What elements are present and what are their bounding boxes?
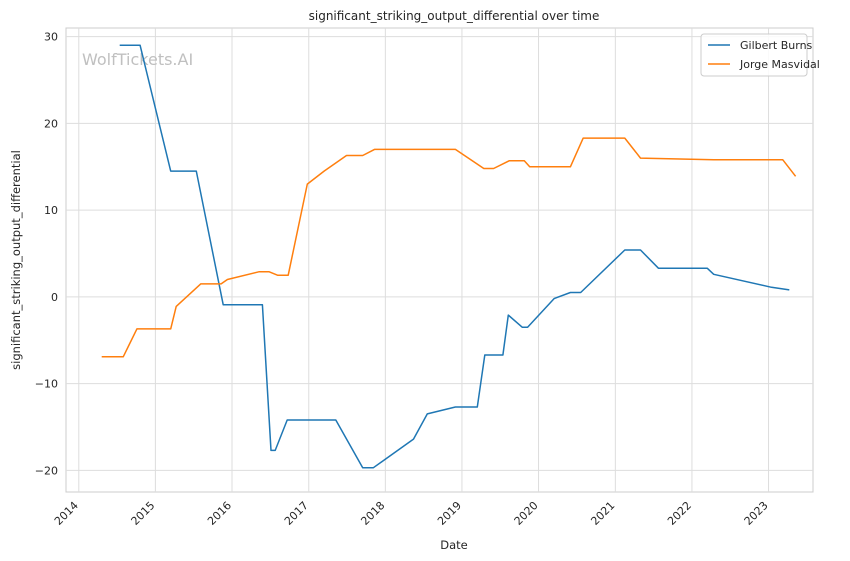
y-tick-label: 0 [51,291,58,304]
x-tick-label: 2020 [512,499,541,528]
plot-area: WolfTickets.AI [65,27,814,493]
y-axis-label: significant_striking_output_differential [9,150,23,370]
y-tick-label: −20 [35,464,58,477]
y-tick-label: 30 [44,31,58,44]
x-tick-label: 2023 [742,499,771,528]
y-tick-label: −10 [35,378,58,391]
x-tick-label: 2015 [129,499,158,528]
x-tick-label: 2017 [282,499,311,528]
x-axis-ticks: 2014 2015 2016 2017 2018 2019 2020 2021 2022 2023 [52,499,771,528]
x-tick-label: 2014 [52,499,81,528]
x-tick-label: 2016 [205,499,234,528]
series-line-jorge-masvidal [101,137,797,358]
x-tick-label: 2019 [435,499,464,528]
plot-frame [65,27,814,493]
x-tick-label: 2021 [588,499,617,528]
x-axis-label: Date [440,538,468,552]
legend-label-gilbert-burns: Gilbert Burns [740,39,813,52]
watermark-text: WolfTickets.AI [82,50,193,69]
x-tick-label: 2018 [358,499,387,528]
legend: Gilbert Burns Jorge Masvidal [700,33,820,77]
y-tick-label: 10 [44,204,58,217]
y-axis-ticks: −20 −10 0 10 20 30 [35,31,58,478]
series-lines [101,44,797,469]
y-tick-label: 20 [44,117,58,130]
legend-label-jorge-masvidal: Jorge Masvidal [739,58,820,71]
series-line-gilbert-burns [119,44,790,469]
x-tick-label: 2022 [665,499,694,528]
chart-title: significant_striking_output_differential… [309,9,600,23]
